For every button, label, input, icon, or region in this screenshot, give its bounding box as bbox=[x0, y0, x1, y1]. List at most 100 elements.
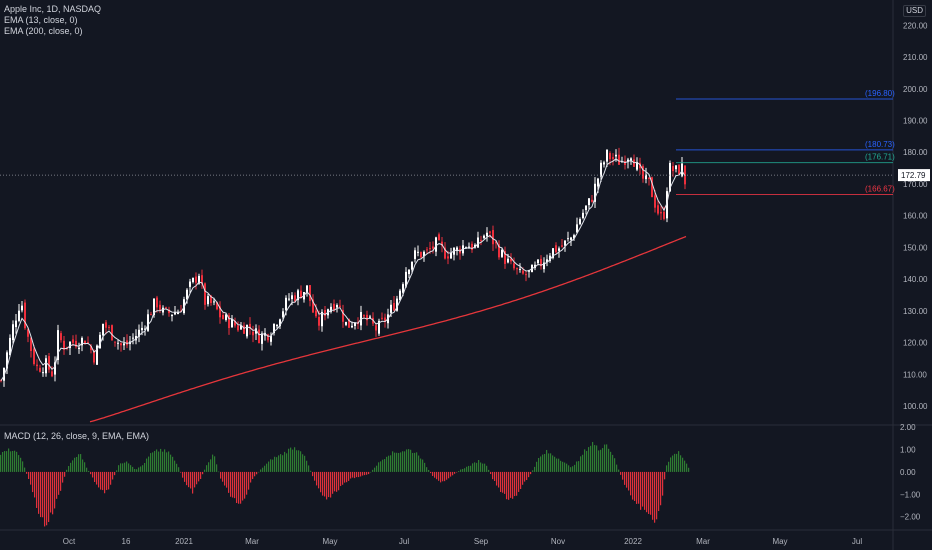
candle-up bbox=[144, 328, 146, 330]
macd-bar-positive bbox=[178, 467, 180, 472]
macd-bar-positive bbox=[370, 471, 372, 473]
macd-bar-negative bbox=[34, 471, 36, 498]
macd-bar-positive bbox=[482, 463, 484, 472]
candle-down bbox=[105, 322, 107, 328]
macd-bar-negative bbox=[30, 471, 32, 485]
candle-up bbox=[186, 289, 188, 300]
macd-bar-positive bbox=[608, 448, 610, 472]
candle-up bbox=[153, 298, 155, 316]
candle-up bbox=[6, 352, 8, 369]
candle-down bbox=[420, 251, 422, 258]
candle-down bbox=[315, 310, 317, 317]
macd-bar-negative bbox=[240, 471, 242, 504]
macd-bar-positive bbox=[298, 450, 300, 472]
macd-bar-negative bbox=[330, 471, 332, 498]
macd-bar-positive bbox=[210, 459, 212, 472]
candle-up bbox=[69, 341, 71, 349]
candle-up bbox=[147, 314, 149, 331]
candle-up bbox=[396, 298, 398, 311]
macd-bar-positive bbox=[484, 463, 486, 472]
candle-up bbox=[615, 154, 617, 157]
price-tick-label: 130.00 bbox=[903, 307, 928, 316]
candle-up bbox=[12, 324, 14, 341]
macd-bar-negative bbox=[642, 471, 644, 507]
macd-bar-negative bbox=[202, 471, 204, 475]
macd-bar-positive bbox=[218, 471, 220, 473]
candle-up bbox=[225, 314, 227, 320]
candle-down bbox=[30, 337, 32, 351]
candle-down bbox=[219, 306, 221, 318]
macd-bar-positive bbox=[74, 457, 76, 472]
macd-bar-positive bbox=[570, 467, 572, 472]
candle-up bbox=[255, 328, 257, 334]
candle-up bbox=[141, 327, 143, 331]
macd-bar-positive bbox=[684, 460, 686, 472]
candle-up bbox=[345, 321, 347, 325]
candle-up bbox=[411, 261, 413, 270]
macd-tick-label: 0.00 bbox=[900, 468, 916, 477]
candle-up bbox=[390, 304, 392, 313]
candle-down bbox=[366, 314, 368, 321]
macd-bar-positive bbox=[208, 462, 210, 472]
macd-legend[interactable]: MACD (12, 26, close, 9, EMA, EMA) bbox=[4, 431, 150, 441]
macd-bar-positive bbox=[618, 469, 620, 472]
candle-down bbox=[90, 345, 92, 351]
macd-bar-negative bbox=[230, 471, 232, 497]
candle-up bbox=[681, 163, 683, 177]
macd-bar-negative bbox=[92, 471, 94, 478]
ema200-legend[interactable]: EMA (200, close, 0) bbox=[4, 26, 83, 36]
macd-bar-positive bbox=[216, 464, 218, 472]
macd-bar-positive bbox=[2, 452, 4, 472]
macd-bar-negative bbox=[246, 471, 248, 495]
candle-down bbox=[210, 295, 212, 303]
macd-bar-positive bbox=[304, 455, 306, 472]
candle-down bbox=[609, 153, 611, 160]
candle-up bbox=[270, 335, 272, 342]
chart-legend: Apple Inc, 1D, NASDAQ EMA (13, close, 0)… bbox=[4, 4, 101, 37]
candle-down bbox=[87, 342, 89, 344]
macd-bar-negative bbox=[632, 471, 634, 500]
candle-down bbox=[72, 339, 74, 343]
candle-up bbox=[291, 295, 293, 300]
macd-bar-positive bbox=[472, 463, 474, 472]
macd-bar-negative bbox=[110, 471, 112, 485]
macd-bar-negative bbox=[448, 471, 450, 479]
macd-bar-positive bbox=[154, 450, 156, 472]
ema13-legend[interactable]: EMA (13, close, 0) bbox=[4, 15, 78, 25]
candle-down bbox=[441, 241, 443, 246]
candle-up bbox=[198, 275, 200, 284]
candle-up bbox=[501, 249, 503, 257]
macd-bar-positive bbox=[280, 454, 282, 472]
macd-bar-negative bbox=[650, 471, 652, 515]
macd-bar-positive bbox=[554, 456, 556, 472]
currency-button[interactable]: USD bbox=[903, 5, 926, 17]
macd-bar-negative bbox=[328, 471, 330, 498]
macd-bar-negative bbox=[518, 471, 520, 492]
macd-bar-positive bbox=[590, 445, 592, 472]
macd-bar-positive bbox=[672, 455, 674, 472]
candle-up bbox=[54, 362, 56, 375]
candle-up bbox=[279, 319, 281, 327]
candle-up bbox=[18, 310, 20, 321]
price-level-label: (166.67) bbox=[865, 185, 895, 194]
candle-down bbox=[393, 302, 395, 311]
macd-bar-positive bbox=[122, 463, 124, 472]
macd-bar-negative bbox=[226, 471, 228, 488]
macd-bar-negative bbox=[446, 471, 448, 480]
macd-bar-positive bbox=[428, 469, 430, 472]
candle-up bbox=[174, 312, 176, 315]
candle-up bbox=[675, 165, 677, 170]
symbol-title[interactable]: Apple Inc, 1D, NASDAQ bbox=[4, 4, 102, 14]
candle-down bbox=[498, 244, 500, 258]
macd-tick-label: −2.00 bbox=[900, 513, 921, 522]
macd-bar-negative bbox=[434, 471, 436, 478]
candle-down bbox=[228, 315, 230, 329]
macd-bar-positive bbox=[24, 467, 26, 472]
macd-bar-negative bbox=[252, 471, 254, 479]
macd-bar-positive bbox=[274, 456, 276, 472]
candle-up bbox=[132, 337, 134, 339]
candle-up bbox=[414, 250, 416, 259]
macd-bar-negative bbox=[200, 471, 202, 479]
macd-bar-positive bbox=[562, 461, 564, 472]
